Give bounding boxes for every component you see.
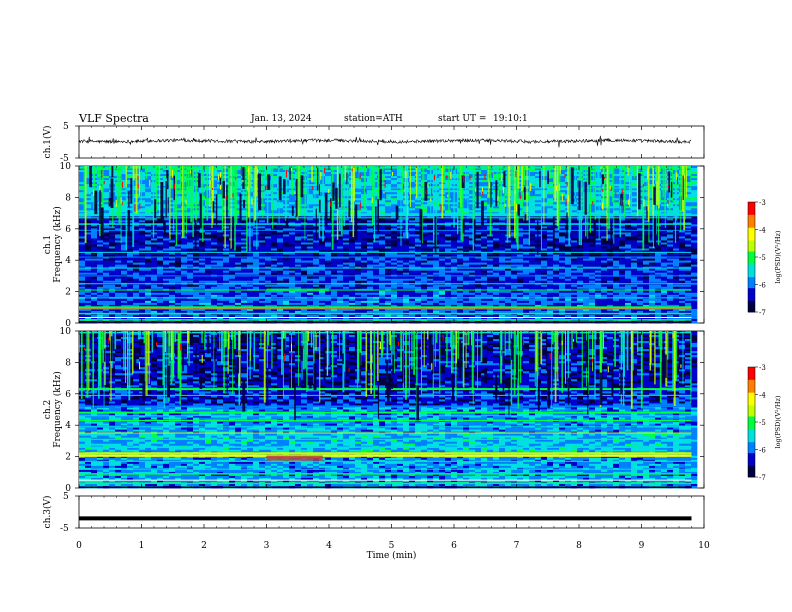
ch1-colorbar bbox=[748, 202, 755, 313]
ch1-freq-ytick-label: 4 bbox=[65, 256, 71, 266]
ch2-freq-ytick-label: 10 bbox=[60, 327, 72, 337]
ch2-freq-ytick-label: 4 bbox=[65, 421, 71, 431]
ch1-spectrogram-ylabel-channel: ch.1 bbox=[43, 235, 53, 254]
time-axis-label: Time (min) bbox=[367, 550, 417, 561]
ch1-colorbar-tick-label: -5 bbox=[759, 254, 766, 262]
ch2-colorbar-tick-label: -7 bbox=[759, 474, 766, 482]
time-tick-label: 2 bbox=[201, 541, 207, 551]
ch2-freq-ytick-label: 0 bbox=[65, 484, 71, 494]
ch2-freq-ytick-label: 8 bbox=[65, 358, 71, 368]
start-time-label: 19:10:1 bbox=[493, 114, 528, 124]
time-tick-label: 3 bbox=[264, 541, 270, 551]
time-tick-label: 4 bbox=[326, 541, 332, 551]
ch2-colorbar-tick-label: -4 bbox=[759, 392, 766, 400]
ch2-red-patch bbox=[266, 455, 323, 461]
ch2-spectrogram-ylabel-channel: ch.2 bbox=[43, 400, 53, 419]
ch1-freq-ytick-label: 6 bbox=[65, 225, 71, 235]
time-tick-label: 9 bbox=[639, 541, 645, 551]
ch1-colorbar-tick-label: -6 bbox=[759, 282, 766, 290]
ch2-colorbar-tick-label: -5 bbox=[759, 419, 766, 427]
ch1-freq-ytick-label: 0 bbox=[65, 319, 71, 329]
panel-frame-ch3 bbox=[78, 495, 705, 529]
ch2-colorbar-tick-label: -6 bbox=[759, 447, 766, 455]
ch2-colorbar bbox=[748, 367, 755, 478]
ch3-ylabel: ch.3(V) bbox=[42, 496, 53, 529]
ch1-colorbar-tick-label: -7 bbox=[759, 309, 766, 317]
ch2-colorbar-tick-label: -3 bbox=[759, 364, 766, 372]
ch2-colorbar-label: log(PSD)(V²/Hz) bbox=[774, 395, 782, 448]
ch3-ytick-label-bottom: -5 bbox=[60, 524, 69, 534]
ch1-colorbar-tick-label: -4 bbox=[759, 227, 766, 235]
time-tick-label: 8 bbox=[576, 541, 582, 551]
time-tick-label: 7 bbox=[514, 541, 520, 551]
ch2-freq-ytick-label: 6 bbox=[65, 390, 71, 400]
ch2-spectrogram-ylabel-frequency: Frequency (kHz) bbox=[52, 371, 63, 448]
time-tick-label: 10 bbox=[698, 541, 710, 551]
ch1-colorbar-tick-label: -3 bbox=[759, 199, 766, 207]
panel-frame-ch1 bbox=[78, 125, 705, 159]
ch2-freq-ytick-label: 2 bbox=[65, 453, 71, 463]
spectrogram-ch1-image bbox=[79, 166, 698, 324]
ch1-ylabel: ch.1(V) bbox=[42, 126, 53, 159]
station-label: station=ATH bbox=[344, 114, 403, 124]
date-label: Jan. 13, 2024 bbox=[251, 114, 312, 124]
spectrogram-ch2-image bbox=[79, 331, 698, 489]
figure-title: VLF Spectra bbox=[79, 112, 149, 125]
ch1-colorbar-label: log(PSD)(V²/Hz) bbox=[774, 230, 782, 283]
ch1-freq-ytick-label: 10 bbox=[60, 162, 72, 172]
ch1-freq-ytick-label: 8 bbox=[65, 193, 71, 203]
time-tick-label: 6 bbox=[451, 541, 457, 551]
ch1-spectrogram-ylabel-frequency: Frequency (kHz) bbox=[52, 206, 63, 283]
ch1-freq-ytick-label: 2 bbox=[65, 288, 71, 298]
time-tick-label: 0 bbox=[76, 541, 82, 551]
ch1-ytick-label-bottom: -5 bbox=[60, 154, 69, 164]
start-ut-label: start UT = bbox=[438, 114, 487, 124]
ch3-ytick-label-top: 5 bbox=[63, 492, 69, 502]
time-tick-label: 1 bbox=[139, 541, 145, 551]
time-tick-label: 5 bbox=[389, 541, 395, 551]
ch1-ytick-label-top: 5 bbox=[63, 122, 69, 132]
ch1-waveform bbox=[78, 135, 692, 148]
